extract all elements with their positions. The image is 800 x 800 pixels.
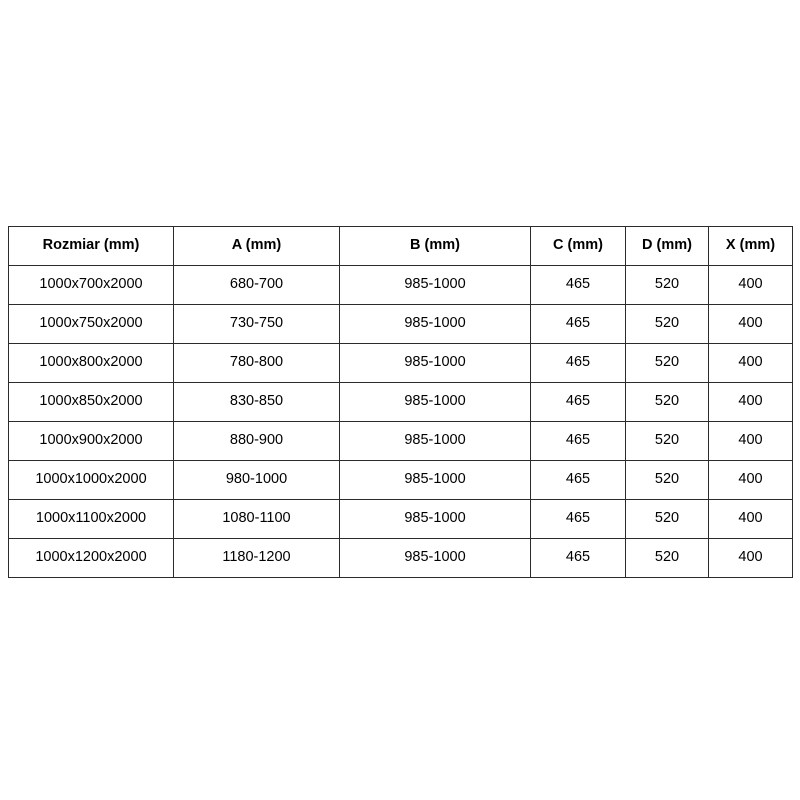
cell-x: 400 xyxy=(708,538,793,578)
cell-size: 1000x850x2000 xyxy=(8,382,174,422)
cell-x: 400 xyxy=(708,265,793,305)
cell-b: 985-1000 xyxy=(339,304,531,344)
cell-a: 1180-1200 xyxy=(173,538,340,578)
cell-a: 980-1000 xyxy=(173,460,340,500)
cell-c: 465 xyxy=(530,421,626,461)
cell-b: 985-1000 xyxy=(339,421,531,461)
cell-size: 1000x1000x2000 xyxy=(8,460,174,500)
cell-d: 520 xyxy=(625,538,709,578)
table-row: 1000x900x2000 880-900 985-1000 465 520 4… xyxy=(8,421,793,461)
cell-x: 400 xyxy=(708,499,793,539)
column-header-size: Rozmiar (mm) xyxy=(8,226,174,266)
cell-x: 400 xyxy=(708,460,793,500)
table-body: 1000x700x2000 680-700 985-1000 465 520 4… xyxy=(8,265,793,578)
cell-c: 465 xyxy=(530,343,626,383)
cell-a: 1080-1100 xyxy=(173,499,340,539)
cell-a: 830-850 xyxy=(173,382,340,422)
cell-b: 985-1000 xyxy=(339,499,531,539)
table-header-row: Rozmiar (mm) A (mm) B (mm) C (mm) D (mm)… xyxy=(8,226,793,266)
cell-size: 1000x750x2000 xyxy=(8,304,174,344)
column-header-c: C (mm) xyxy=(530,226,626,266)
cell-b: 985-1000 xyxy=(339,382,531,422)
cell-d: 520 xyxy=(625,265,709,305)
cell-x: 400 xyxy=(708,304,793,344)
cell-b: 985-1000 xyxy=(339,538,531,578)
cell-size: 1000x800x2000 xyxy=(8,343,174,383)
cell-d: 520 xyxy=(625,343,709,383)
column-header-b: B (mm) xyxy=(339,226,531,266)
column-header-a: A (mm) xyxy=(173,226,340,266)
cell-d: 520 xyxy=(625,421,709,461)
cell-c: 465 xyxy=(530,265,626,305)
cell-size: 1000x900x2000 xyxy=(8,421,174,461)
cell-b: 985-1000 xyxy=(339,460,531,500)
spec-table-container: Rozmiar (mm) A (mm) B (mm) C (mm) D (mm)… xyxy=(8,226,793,578)
cell-x: 400 xyxy=(708,343,793,383)
cell-a: 880-900 xyxy=(173,421,340,461)
cell-d: 520 xyxy=(625,499,709,539)
cell-d: 520 xyxy=(625,460,709,500)
column-header-x: X (mm) xyxy=(708,226,793,266)
cell-c: 465 xyxy=(530,304,626,344)
table-row: 1000x700x2000 680-700 985-1000 465 520 4… xyxy=(8,265,793,305)
cell-d: 520 xyxy=(625,304,709,344)
cell-d: 520 xyxy=(625,382,709,422)
table-row: 1000x750x2000 730-750 985-1000 465 520 4… xyxy=(8,304,793,344)
cell-size: 1000x1100x2000 xyxy=(8,499,174,539)
table-header: Rozmiar (mm) A (mm) B (mm) C (mm) D (mm)… xyxy=(8,226,793,266)
cell-b: 985-1000 xyxy=(339,343,531,383)
cell-c: 465 xyxy=(530,382,626,422)
table-row: 1000x850x2000 830-850 985-1000 465 520 4… xyxy=(8,382,793,422)
cell-size: 1000x1200x2000 xyxy=(8,538,174,578)
cell-c: 465 xyxy=(530,499,626,539)
table-row: 1000x1000x2000 980-1000 985-1000 465 520… xyxy=(8,460,793,500)
cell-x: 400 xyxy=(708,382,793,422)
cell-a: 680-700 xyxy=(173,265,340,305)
cell-size: 1000x700x2000 xyxy=(8,265,174,305)
table-row: 1000x1100x2000 1080-1100 985-1000 465 52… xyxy=(8,499,793,539)
table-row: 1000x800x2000 780-800 985-1000 465 520 4… xyxy=(8,343,793,383)
cell-x: 400 xyxy=(708,421,793,461)
cell-a: 780-800 xyxy=(173,343,340,383)
cell-b: 985-1000 xyxy=(339,265,531,305)
column-header-d: D (mm) xyxy=(625,226,709,266)
cell-c: 465 xyxy=(530,538,626,578)
table-row: 1000x1200x2000 1180-1200 985-1000 465 52… xyxy=(8,538,793,578)
cell-c: 465 xyxy=(530,460,626,500)
cell-a: 730-750 xyxy=(173,304,340,344)
spec-table: Rozmiar (mm) A (mm) B (mm) C (mm) D (mm)… xyxy=(8,226,793,578)
